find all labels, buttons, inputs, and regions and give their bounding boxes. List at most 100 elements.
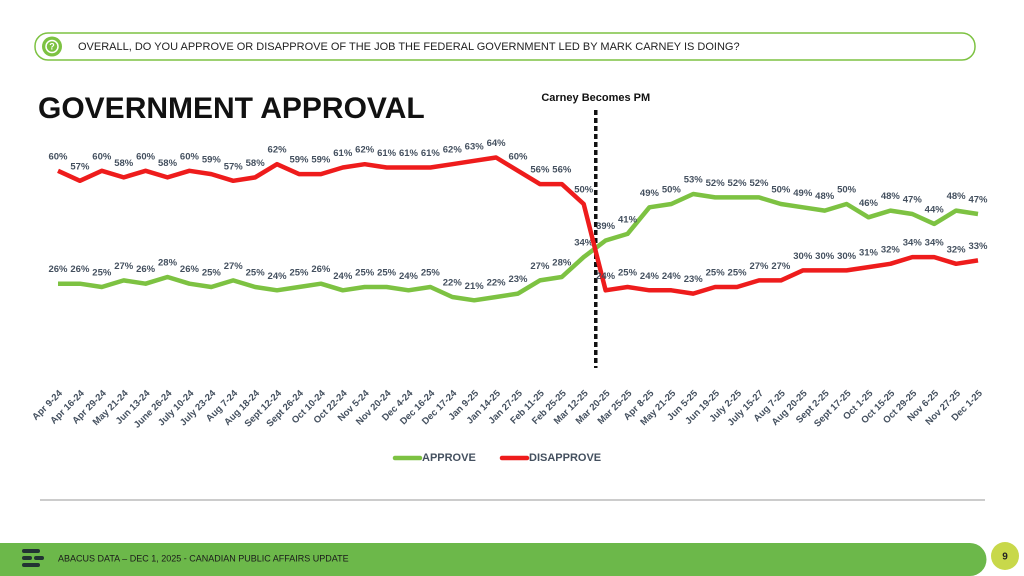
value-label: 60% <box>508 151 528 162</box>
value-label: 25% <box>706 268 726 279</box>
chart-title: GOVERNMENT APPROVAL <box>38 92 425 125</box>
value-label: 23% <box>684 274 704 285</box>
question-icon-ring <box>45 39 59 54</box>
value-label: 25% <box>246 268 266 279</box>
value-label: 21% <box>465 281 485 292</box>
value-label: 25% <box>202 268 222 279</box>
value-label: 50% <box>574 185 594 196</box>
value-label: 60% <box>180 151 200 162</box>
value-label: 25% <box>421 268 441 279</box>
value-label: 46% <box>859 198 879 209</box>
value-label: 28% <box>158 258 178 269</box>
value-label: 25% <box>377 268 397 279</box>
value-label: 32% <box>947 244 967 255</box>
annotation: Carney Becomes PM <box>541 92 650 104</box>
question-mark: ? <box>49 41 55 51</box>
value-label: 24% <box>662 271 682 282</box>
value-label: 26% <box>48 264 68 275</box>
value-label: 25% <box>92 268 112 279</box>
page-number: 9 <box>1002 552 1008 563</box>
value-label: 24% <box>596 271 616 282</box>
legend-label: APPROVE <box>422 452 476 464</box>
page-badge <box>991 542 1019 570</box>
value-label: 26% <box>136 264 156 275</box>
value-label: 22% <box>487 277 507 288</box>
value-label: 49% <box>793 188 813 199</box>
value-label: 62% <box>443 145 463 156</box>
value-label: 50% <box>837 185 857 196</box>
value-label: 34% <box>903 238 923 249</box>
value-label: 53% <box>684 175 704 186</box>
question-icon <box>42 36 62 57</box>
value-label: 59% <box>311 155 331 166</box>
series-line <box>58 191 979 303</box>
footer-text: ABACUS DATA – DEC 1, 2025 - CANADIAN PUB… <box>58 553 349 563</box>
value-label: 52% <box>706 178 726 189</box>
value-label: 30% <box>837 251 857 262</box>
value-label: 24% <box>399 271 419 282</box>
value-label: 49% <box>640 188 660 199</box>
logo <box>34 556 44 560</box>
value-label: 23% <box>508 274 528 285</box>
value-label: 31% <box>859 248 879 259</box>
value-label: 24% <box>268 271 288 282</box>
value-label: 61% <box>377 148 397 159</box>
value-label: 27% <box>771 261 791 272</box>
value-label: 26% <box>180 264 200 275</box>
value-label: 48% <box>947 191 967 202</box>
value-label: 60% <box>136 151 156 162</box>
value-label: 48% <box>881 191 901 202</box>
question-box <box>34 32 976 61</box>
value-label: 60% <box>92 151 112 162</box>
value-label: 50% <box>771 185 791 196</box>
value-label: 28% <box>552 258 572 269</box>
question: OVERALL, DO YOU APPROVE OR DISAPPROVE OF… <box>78 41 740 53</box>
value-label: 57% <box>224 161 244 172</box>
value-label: 58% <box>114 158 134 169</box>
value-label: 26% <box>311 264 331 275</box>
value-label: 27% <box>530 261 550 272</box>
value-label: 56% <box>552 165 572 176</box>
value-label: 32% <box>881 244 901 255</box>
value-label: 60% <box>48 151 68 162</box>
value-label: 64% <box>487 138 507 149</box>
value-label: 47% <box>903 194 923 205</box>
series-line <box>57 155 979 296</box>
value-label: 59% <box>202 155 222 166</box>
value-label: 25% <box>618 268 638 279</box>
legend-label: DISAPPROVE <box>529 452 601 464</box>
value-label: 56% <box>530 165 550 176</box>
logo <box>22 549 40 553</box>
value-label: 59% <box>289 155 309 166</box>
value-label: 61% <box>333 148 353 159</box>
value-label: 41% <box>618 214 638 225</box>
value-label: 27% <box>114 261 134 272</box>
value-label: 22% <box>443 277 463 288</box>
value-label: 44% <box>925 204 945 215</box>
value-label: 62% <box>268 145 288 156</box>
value-label: 58% <box>158 158 178 169</box>
value-label: 25% <box>728 268 748 279</box>
value-label: 61% <box>421 148 441 159</box>
logo <box>22 556 32 560</box>
value-label: 27% <box>749 261 769 272</box>
footer-bar <box>0 543 987 576</box>
value-label: 24% <box>640 271 660 282</box>
value-label: 39% <box>596 221 616 232</box>
value-label: 48% <box>815 191 835 202</box>
value-label: 58% <box>246 158 266 169</box>
value-label: 57% <box>70 161 90 172</box>
value-label: 61% <box>399 148 419 159</box>
logo <box>22 563 40 567</box>
value-label: 47% <box>968 194 988 205</box>
value-label: 52% <box>749 178 769 189</box>
value-label: 25% <box>289 268 309 279</box>
value-label: 33% <box>968 241 988 252</box>
value-label: 25% <box>355 268 375 279</box>
value-label: 34% <box>574 238 594 249</box>
value-label: 30% <box>793 251 813 262</box>
value-label: 52% <box>728 178 748 189</box>
value-label: 24% <box>333 271 353 282</box>
